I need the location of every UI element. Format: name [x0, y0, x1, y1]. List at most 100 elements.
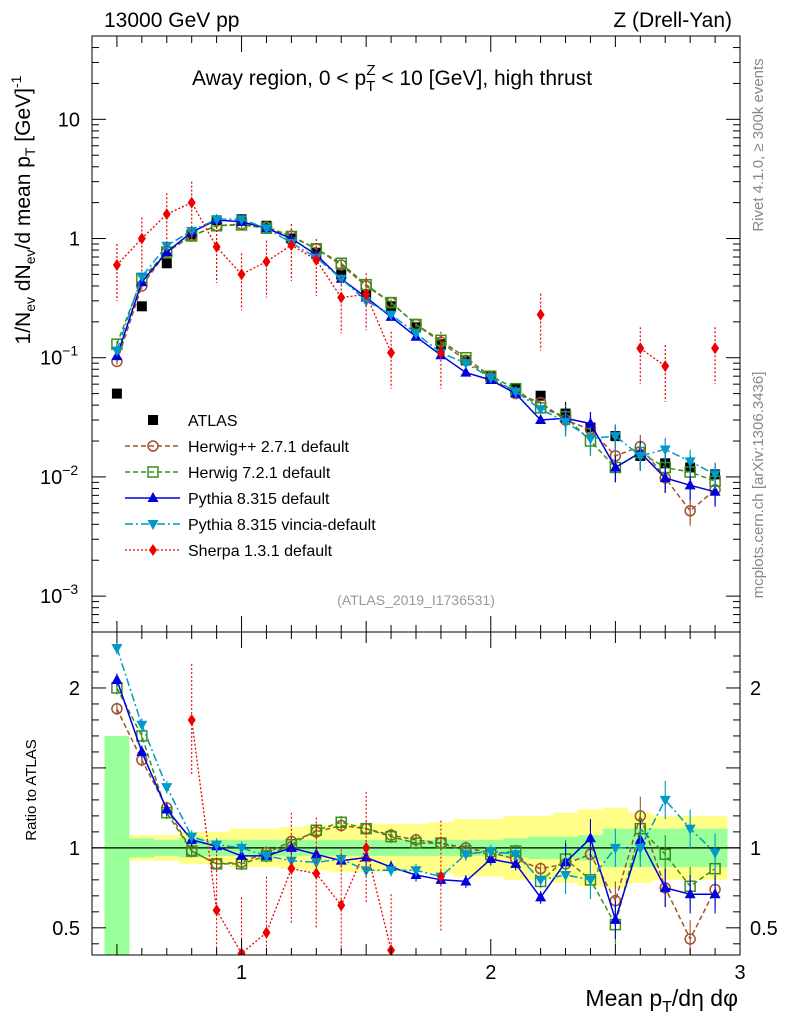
data-point — [386, 301, 397, 312]
ratio-point — [560, 871, 572, 882]
main-series-layer — [111, 181, 721, 526]
ratio-point — [187, 713, 196, 726]
ratio-point — [262, 926, 271, 939]
data-point — [661, 360, 670, 373]
data-point — [187, 196, 196, 209]
ratio-point — [410, 866, 422, 877]
ratio-point — [609, 843, 621, 854]
x-axis-label: Mean pT/dη dφ — [585, 985, 738, 1016]
legend-item: Pythia 8.315 vincia-default — [125, 517, 376, 534]
ratio-point — [136, 745, 148, 756]
ratio-point — [260, 851, 272, 862]
data-point — [711, 342, 720, 355]
legend-label: Pythia 8.315 vincia-default — [188, 517, 376, 534]
legend-label: Pythia 8.315 default — [188, 491, 330, 508]
ratio-point — [161, 803, 173, 814]
plot-title: Away region, 0 < pTZ < 10 [GeV], high th… — [192, 62, 592, 95]
data-point — [535, 390, 546, 401]
series-line — [116, 218, 716, 476]
ratio-series-sherpa — [187, 663, 445, 955]
data-point — [684, 505, 696, 517]
data-point — [161, 258, 172, 269]
legend-item: Sherpa 1.3.1 default — [125, 543, 333, 560]
analysis-reference: (ATLAS_2019_I1736531) — [337, 592, 495, 608]
data-point — [186, 226, 198, 237]
ratio-point — [485, 853, 497, 864]
legend-marker — [148, 415, 158, 425]
process-label: Z (Drell-Yan) — [613, 9, 732, 32]
x-tick-label: 2 — [485, 962, 496, 984]
ratio-point — [659, 881, 671, 892]
legend-label: Herwig 7.2.1 default — [188, 465, 331, 482]
ratio-y-tick-label: 0.5 — [52, 918, 80, 940]
ratio-point — [385, 866, 397, 877]
data-point — [535, 405, 547, 416]
axes-layer: 10 1 10−1 10−2 10−3 0.5 0.5 1 1 2 2 1 2 3 — [40, 35, 778, 984]
data-point — [337, 291, 346, 304]
legend-marker — [147, 440, 159, 452]
ratio-point — [410, 837, 422, 849]
ratio-point — [161, 783, 173, 794]
data-point — [112, 258, 121, 271]
ratio-point — [136, 720, 148, 731]
data-point — [312, 254, 321, 267]
data-point — [385, 296, 397, 309]
ratio-point — [360, 866, 372, 877]
ratio-point — [584, 832, 596, 843]
data-point — [460, 359, 472, 370]
ratio-point — [684, 824, 696, 835]
ratio-point — [535, 875, 547, 886]
data-point — [659, 471, 671, 482]
data-point — [387, 346, 396, 359]
ratio-point — [337, 899, 346, 912]
ratio-point — [436, 870, 445, 883]
y-tick-label: 1 — [69, 229, 80, 251]
legend-label: ATLAS — [188, 413, 238, 430]
series-vincia — [111, 215, 721, 490]
data-point — [636, 342, 645, 355]
legend: ATLAS Herwig++ 2.7.1 default Herwig 7.2.1 … — [125, 413, 376, 560]
ratio-point — [659, 795, 671, 806]
data-point — [536, 308, 545, 321]
data-point — [634, 451, 646, 462]
series-sherpa — [112, 181, 720, 403]
data-point — [111, 388, 122, 399]
rivet-label: Rivet 4.1.0, ≥ 300k events — [750, 58, 767, 231]
data-point — [137, 232, 146, 245]
ratio-y-tick-label: 2 — [69, 678, 80, 700]
ratio-point — [211, 840, 223, 851]
data-point — [535, 414, 547, 425]
ratio-point — [111, 643, 123, 654]
y-tick-label: 10−2 — [40, 462, 78, 489]
legend-label: Sherpa 1.3.1 default — [188, 543, 333, 560]
ratio-point — [535, 891, 547, 902]
ratio-point — [285, 841, 297, 852]
ratio-point — [460, 850, 472, 861]
data-point — [162, 208, 171, 221]
legend-marker — [149, 544, 157, 556]
ratio-y-tick-label: 1 — [69, 838, 80, 860]
mcplots-label: mcplots.cern.ch [arXiv:1306.3436] — [750, 372, 767, 599]
ratio-point — [584, 875, 596, 886]
ratio-series-layer — [111, 641, 721, 955]
legend-marker — [147, 466, 159, 478]
data-point — [260, 224, 272, 235]
x-tick-label: 1 — [236, 962, 247, 984]
legend-label: Herwig++ 2.7.1 default — [188, 439, 350, 456]
ratio-y-tick-label-right: 2 — [750, 678, 761, 700]
ratio-point — [111, 703, 123, 715]
legend-item: ATLAS — [148, 413, 238, 430]
data-point — [659, 445, 671, 456]
data-point — [335, 257, 347, 270]
ratio-point — [684, 933, 696, 945]
data-point — [287, 239, 296, 252]
ratio-y-axis-label: Ratio to ATLAS — [23, 739, 40, 840]
ratio-point — [111, 673, 123, 684]
energy-label: 13000 GeV pp — [104, 9, 239, 32]
data-point — [584, 434, 596, 445]
ratio-point — [485, 847, 497, 858]
legend-item: Pythia 8.315 default — [125, 491, 330, 508]
ratio-point — [385, 830, 397, 843]
data-point — [609, 461, 621, 472]
